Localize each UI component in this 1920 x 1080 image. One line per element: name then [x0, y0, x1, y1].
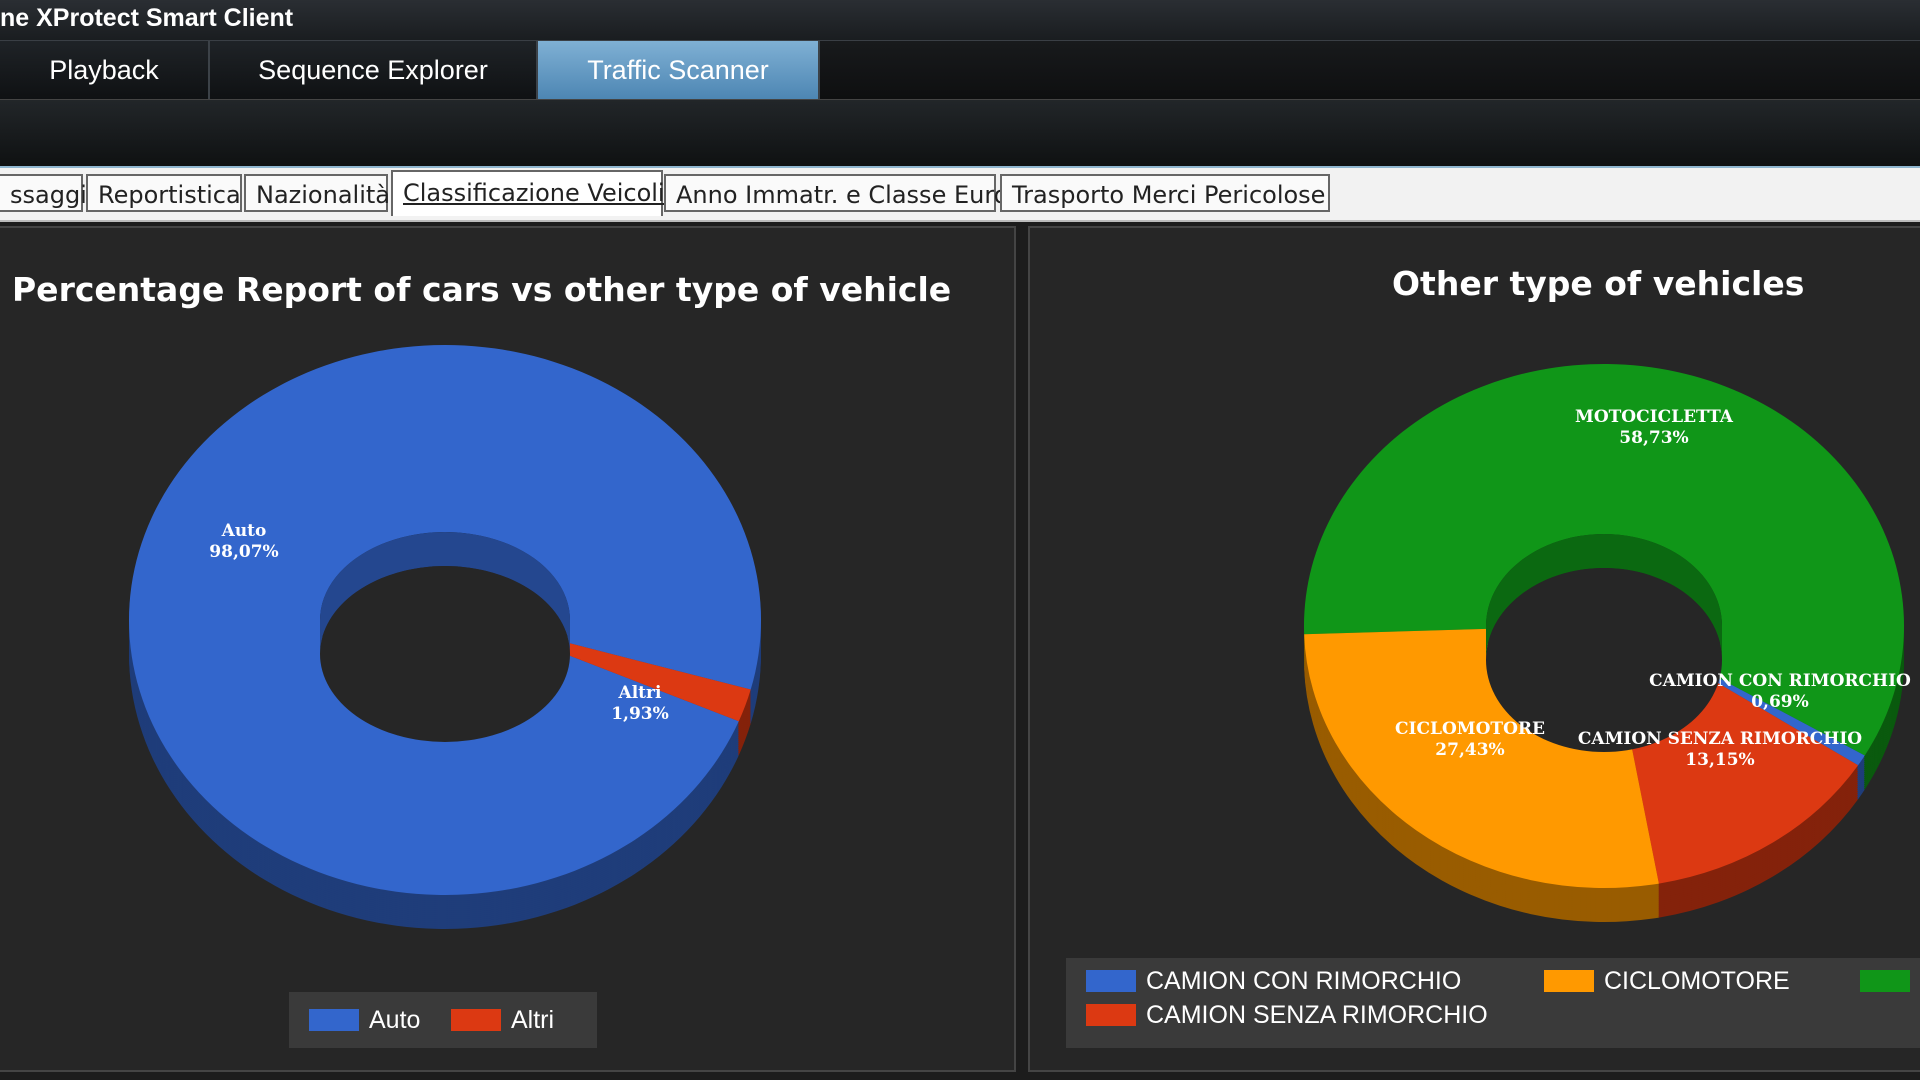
legend-swatch-camion-con — [1086, 970, 1136, 992]
cars-hole-wall — [320, 532, 570, 654]
other-slice-3[interactable] — [1304, 628, 1659, 888]
tab-playback[interactable]: Playback — [0, 41, 210, 99]
main-tab-bar: Playback Sequence Explorer Traffic Scann… — [0, 41, 1920, 100]
legend-label-altri: Altri — [511, 1006, 555, 1034]
cars-slice-value-1: 1,93% — [611, 704, 669, 724]
legend-swatch-motocicletta — [1860, 970, 1910, 992]
legend-item-camion-con-rimorchio: CAMION CON RIMORCHIO — [1086, 966, 1461, 996]
other-slice-value-1: 0,69% — [1751, 692, 1809, 712]
chart-title-other: Other type of vehicles — [1392, 264, 1805, 303]
other-slice-label-1: CAMION CON RIMORCHIO — [1649, 671, 1911, 691]
subtab-trasporto-merci[interactable]: Trasporto Merci Pericolose — [1000, 174, 1330, 212]
cars-hole-floor — [320, 566, 570, 742]
other-hole-wall — [1486, 534, 1722, 660]
sub-tab-bar: ssaggi Reportistica Nazionalità Classifi… — [0, 168, 1920, 222]
legend-swatch-auto — [309, 1009, 359, 1031]
other-slice-label-2: CAMION SENZA RIMORCHIO — [1578, 729, 1862, 749]
legend-label-camion-senza: CAMION SENZA RIMORCHIO — [1146, 1001, 1488, 1029]
legend-swatch-camion-senza — [1086, 1004, 1136, 1026]
subtab-anno-immatricolazione[interactable]: Anno Immatr. e Classe Euro — [664, 174, 1008, 212]
cars-slice-value-0: 98,07% — [209, 542, 278, 562]
chart-title-cars: Percentage Report of cars vs other type … — [12, 270, 952, 309]
legend-label-ciclomotore: CICLOMOTORE — [1604, 967, 1790, 995]
subtab-reportistica[interactable]: Reportistica — [86, 174, 242, 212]
other-slice-value-0: 58,73% — [1619, 428, 1688, 448]
legend-item-camion-senza-rimorchio: CAMION SENZA RIMORCHIO — [1086, 1000, 1488, 1030]
legend-label-auto: Auto — [369, 1006, 421, 1034]
legend-other: CAMION CON RIMORCHIO CICLOMOTORE MO CAMI… — [1066, 958, 1920, 1048]
chart-panel-cars: Percentage Report of cars vs other type … — [0, 226, 1016, 1072]
legend-item-motocicletta: MO — [1860, 966, 1920, 996]
cars-slice-0[interactable] — [129, 345, 762, 895]
cars-slice-1[interactable] — [561, 642, 751, 722]
tab-sequence-explorer[interactable]: Sequence Explorer — [210, 41, 538, 99]
other-slice-value-2: 13,15% — [1685, 750, 1754, 770]
chart-panel-other: Other type of vehicles MOTOCICLETTA 58,73… — [1028, 226, 1920, 1072]
other-slice-0[interactable] — [1304, 364, 1904, 756]
legend-label-camion-con: CAMION CON RIMORCHIO — [1146, 967, 1462, 995]
other-hole-floor — [1486, 568, 1722, 752]
other-slice-label-3: CICLOMOTORE — [1395, 719, 1545, 739]
legend-item-auto: Auto — [309, 1005, 420, 1035]
tab-traffic-scanner[interactable]: Traffic Scanner — [538, 41, 820, 99]
other-slice-1[interactable] — [1703, 671, 1865, 766]
legend-swatch-altri — [451, 1009, 501, 1031]
cars-slice-label-0: Auto — [221, 521, 267, 541]
subtab-classificazione-veicoli[interactable]: Classificazione Veicoli — [391, 170, 665, 216]
toolbar — [0, 100, 1920, 168]
legend-item-ciclomotore: CICLOMOTORE — [1544, 966, 1790, 996]
legend-swatch-ciclomotore — [1544, 970, 1594, 992]
subtab-nazionalita[interactable]: Nazionalità — [244, 174, 390, 212]
subtab-messaggi[interactable]: ssaggi — [0, 174, 87, 212]
legend-cars: Auto Altri — [289, 992, 597, 1048]
legend-item-altri: Altri — [451, 1005, 554, 1035]
other-slice-label-0: MOTOCICLETTA — [1575, 407, 1734, 427]
other-slice-value-3: 27,43% — [1435, 740, 1504, 760]
cars-slice-label-1: Altri — [618, 683, 662, 703]
window-title: ne XProtect Smart Client — [0, 4, 294, 32]
window-titlebar: ne XProtect Smart Client — [0, 0, 1920, 41]
